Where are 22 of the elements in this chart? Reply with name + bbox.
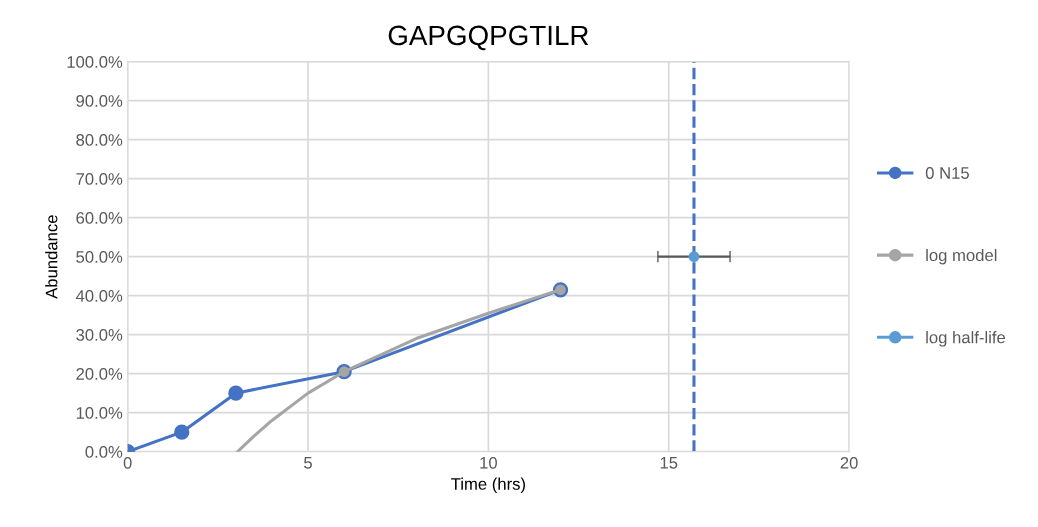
- y-tick-label: 10.0%: [76, 407, 123, 419]
- y-tick-label: 100.0%: [67, 56, 123, 68]
- y-tick-label: 30.0%: [76, 329, 123, 341]
- chart-title: GAPGQPGTILR: [388, 25, 589, 51]
- y-tick-label: 60.0%: [76, 212, 123, 224]
- legend-label: 0 N15: [925, 167, 969, 179]
- y-axis-title: Abundance: [45, 215, 58, 299]
- y-tick-label: 40.0%: [75, 290, 123, 302]
- x-tick-label: 5: [304, 457, 312, 469]
- x-tick-label: 15: [660, 457, 678, 469]
- y-tick-label: 80.0%: [76, 134, 123, 146]
- y-tick-label: 0.0%: [85, 446, 123, 458]
- x-tick-label: 10: [480, 456, 497, 469]
- y-tick-label: 20.0%: [76, 368, 123, 380]
- legend-label: log model: [926, 248, 997, 265]
- legend-label: log half-life: [926, 331, 1006, 347]
- x-axis-title: Time (hrs): [451, 477, 525, 494]
- y-tick-label: 50.0%: [76, 251, 123, 263]
- x-tick-label: 0: [123, 456, 132, 469]
- y-tick-label: 70.0%: [76, 173, 123, 185]
- y-tick-label: 90.0%: [76, 95, 123, 107]
- x-tick-label: 20: [840, 456, 858, 469]
